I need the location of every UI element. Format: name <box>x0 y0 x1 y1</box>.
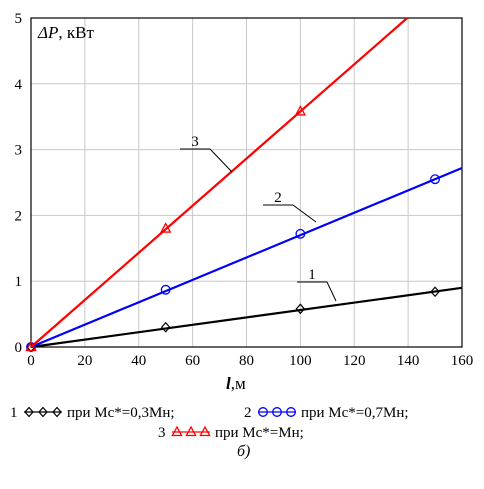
data-point-diamond <box>24 406 34 418</box>
y-tick-label: 1 <box>15 274 23 290</box>
legend: 1 при Мс*=0,3Мн; 2 при Мс*=0,7Мн; 3 при Мс*=М… <box>10 405 409 441</box>
data-point-circle <box>272 407 282 417</box>
y-tick-label: 5 <box>15 11 23 27</box>
x-tick-label: 80 <box>239 353 254 369</box>
legend-number: 2 <box>244 405 252 421</box>
curve-label-leader <box>292 204 317 223</box>
x-tick-label: 160 <box>451 353 474 369</box>
curve-label-leader <box>326 281 337 302</box>
legend-item-3: 3 при Мс*=Мн; <box>158 425 304 441</box>
legend-label: при Мс*=0,7Мн; <box>301 405 409 421</box>
figure-caption: б) <box>237 443 250 460</box>
legend-label: при Мс*=0,3Мн; <box>67 405 175 421</box>
y-tick-label: 2 <box>15 208 23 224</box>
x-tick-label: 120 <box>343 353 366 369</box>
series-line-1 <box>30 286 463 349</box>
axes <box>30 17 463 348</box>
x-tick-label: 140 <box>397 353 420 369</box>
x-tick-label: 0 <box>27 353 35 369</box>
legend-item-2: 2 при Мс*=0,7Мн; <box>244 405 409 421</box>
data-point-triangle <box>185 425 197 437</box>
curve-label-leader <box>209 148 233 173</box>
y-tick-label: 0 <box>15 340 23 356</box>
curve-number-label: 2 <box>274 190 282 206</box>
curve-number-label: 3 <box>191 134 199 150</box>
data-point-triangle <box>159 222 172 233</box>
x-tick-label: 20 <box>77 353 92 369</box>
plot-frame <box>30 17 463 348</box>
data-point-circle <box>160 284 171 295</box>
data-point-circle <box>430 174 441 185</box>
data-point-triangle <box>294 105 307 116</box>
data-point-triangle <box>199 425 211 437</box>
x-tick-label: 100 <box>289 353 312 369</box>
series-line-2 <box>30 167 463 349</box>
x-tick-label: 40 <box>131 353 146 369</box>
legend-number: 3 <box>158 425 166 441</box>
legend-number: 1 <box>10 405 18 421</box>
data-point-circle <box>295 228 306 239</box>
legend-label: при Мс*=Мн; <box>215 425 304 441</box>
data-point-diamond <box>295 303 306 315</box>
y-tick-label: 4 <box>15 77 23 93</box>
y-axis-label: ΔP, кВт <box>37 23 94 42</box>
series-layer <box>25 17 463 353</box>
x-axis-label: l,м <box>226 374 246 393</box>
x-tick-label: 60 <box>185 353 200 369</box>
y-tick-label: 3 <box>15 143 23 159</box>
curve-labels: 1 2 3 <box>180 134 337 302</box>
data-point-diamond <box>430 286 440 298</box>
data-point-diamond <box>52 406 62 418</box>
data-point-circle <box>258 407 268 417</box>
series-line-3 <box>30 17 408 348</box>
data-point-triangle <box>171 425 183 437</box>
data-point-diamond <box>160 321 171 333</box>
data-point-triangle <box>25 340 37 352</box>
data-point-circle <box>286 407 296 417</box>
tick-labels: 0 20 40 60 80 100 120 140 160 0 1 2 3 4 5 <box>15 11 474 369</box>
curve-number-label: 1 <box>308 267 316 283</box>
legend-item-1: 1 при Мс*=0,3Мн; <box>10 405 175 421</box>
data-point-diamond <box>38 406 48 418</box>
grid-lines <box>30 17 463 348</box>
